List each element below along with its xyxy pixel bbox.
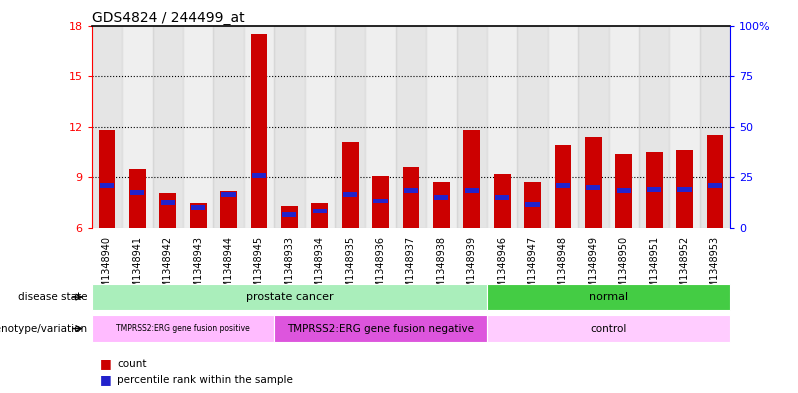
Bar [495,195,509,200]
Text: ■: ■ [100,357,112,370]
Bar [617,189,631,193]
Text: GDS4824 / 244499_at: GDS4824 / 244499_at [92,11,244,24]
Bar [708,184,722,188]
Bar [456,26,487,228]
Bar [275,315,487,342]
Bar [517,26,547,228]
Bar [647,187,662,191]
Bar [92,315,275,342]
Bar [487,26,517,228]
Bar [487,284,730,310]
Bar [335,26,365,228]
Bar [585,137,602,228]
Text: TMPRSS2:ERG gene fusion positive: TMPRSS2:ERG gene fusion positive [116,324,250,333]
Text: count: count [117,358,147,369]
Bar [464,130,480,228]
Bar [556,184,570,188]
Bar [670,26,700,228]
Bar [487,315,730,342]
Bar [191,205,205,210]
Bar [372,176,389,228]
Text: TMPRSS2:ERG gene fusion negative: TMPRSS2:ERG gene fusion negative [287,323,474,334]
Text: ■: ■ [100,373,112,387]
Bar [213,26,243,228]
Bar [676,151,693,228]
Bar [252,173,266,178]
Bar [426,26,456,228]
Bar [555,145,571,228]
Bar [183,26,213,228]
Bar [281,206,298,228]
Bar [434,195,448,200]
Bar [494,174,511,228]
Text: normal: normal [589,292,628,302]
Bar [130,190,144,195]
Bar [373,198,388,203]
Bar [243,26,275,228]
Bar [122,26,152,228]
Bar [222,192,235,196]
Text: control: control [591,323,626,334]
Bar [639,26,670,228]
Bar [396,26,426,228]
Bar [403,167,419,228]
Bar [160,200,175,205]
Bar [311,203,328,228]
Bar [275,26,305,228]
Bar [152,26,183,228]
Text: disease state: disease state [18,292,88,302]
Bar [525,202,539,207]
Bar [524,182,541,228]
Bar [579,26,609,228]
Bar [92,284,487,310]
Bar [433,182,450,228]
Text: prostate cancer: prostate cancer [246,292,334,302]
Bar [404,189,418,193]
Bar [99,130,116,228]
Text: genotype/variation: genotype/variation [0,323,88,334]
Bar [160,193,176,228]
Bar [615,154,632,228]
Bar [129,169,146,228]
Bar [282,212,297,217]
Bar [609,26,639,228]
Bar [190,203,207,228]
Bar [646,152,662,228]
Bar [706,135,723,228]
Bar [220,191,237,228]
Bar [678,187,692,191]
Bar [251,34,267,228]
Bar [342,142,358,228]
Bar [464,189,479,193]
Text: percentile rank within the sample: percentile rank within the sample [117,375,293,385]
Bar [343,192,358,196]
Bar [365,26,396,228]
Bar [92,26,122,228]
Bar [547,26,579,228]
Bar [313,209,327,213]
Bar [305,26,335,228]
Bar [100,184,114,188]
Bar [587,185,600,190]
Bar [700,26,730,228]
